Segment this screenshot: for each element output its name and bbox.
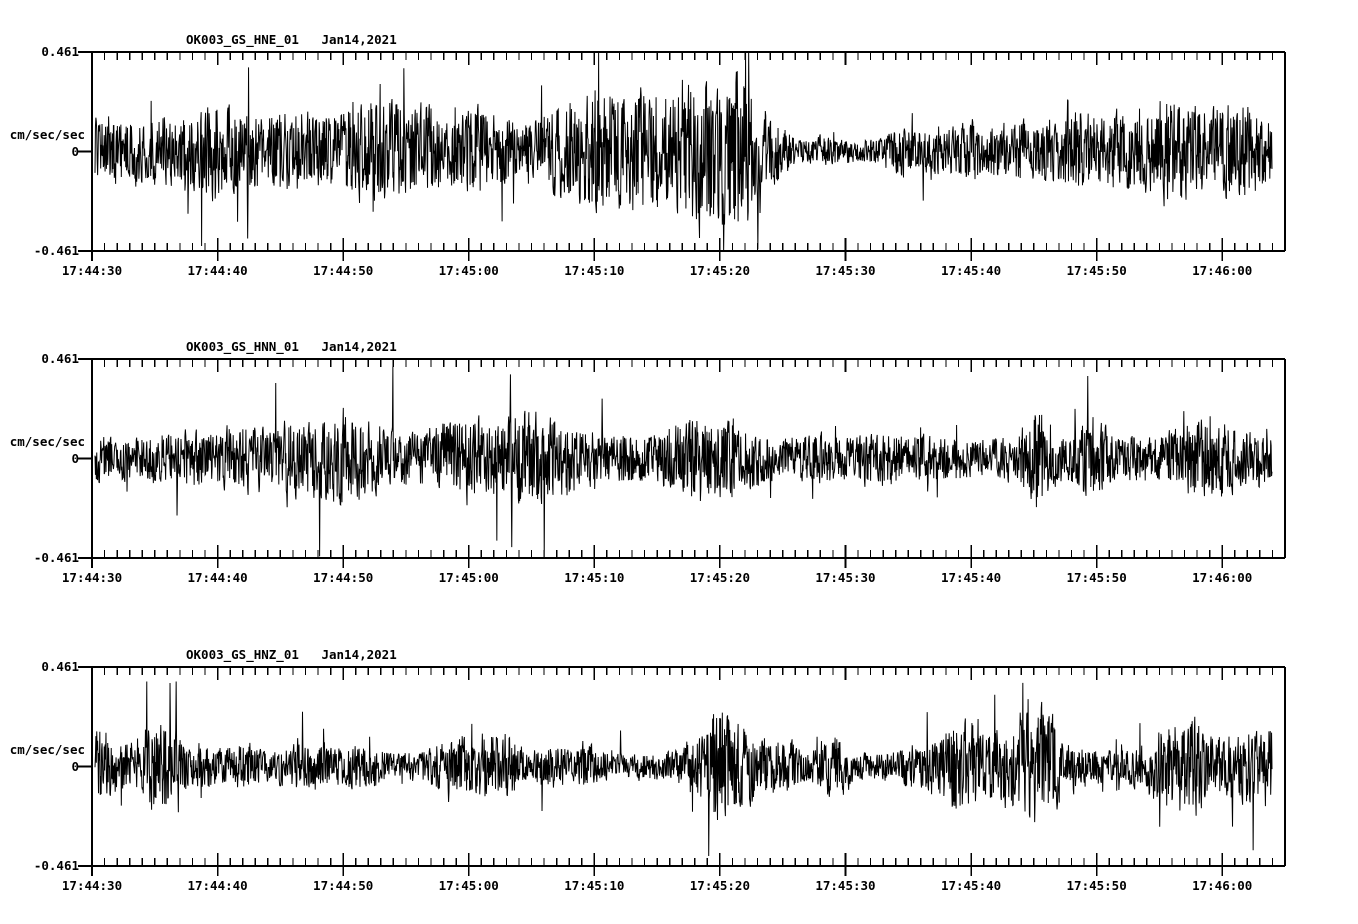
x-axis-tick-label-hnz-4: 17:45:10: [564, 878, 625, 893]
x-axis-tick-label-hnz-9: 17:46:00: [1192, 878, 1253, 893]
x-axis-tick-label-hnz-2: 17:44:50: [313, 878, 374, 893]
panel-title-hnn: OK003_GS_HNN_01 Jan14,2021: [186, 339, 397, 354]
x-axis-tick-label-hnz-5: 17:45:20: [689, 878, 750, 893]
x-axis-tick-label-hnn-9: 17:46:00: [1192, 570, 1253, 585]
x-axis-tick-label-hnn-4: 17:45:10: [564, 570, 625, 585]
y-axis-min-label-hnz: -0.461: [33, 858, 79, 873]
x-axis-tick-label-hnn-3: 17:45:00: [438, 570, 499, 585]
x-axis-tick-label-hnn-5: 17:45:20: [689, 570, 750, 585]
x-axis-tick-label-hne-1: 17:44:40: [187, 263, 248, 278]
x-axis-tick-label-hnn-1: 17:44:40: [187, 570, 248, 585]
x-axis-tick-label-hnn-2: 17:44:50: [313, 570, 374, 585]
waveform-trace-hne: [94, 51, 1273, 252]
y-axis-zero-label-hnz: 0: [71, 758, 79, 774]
x-axis-tick-label-hnz-6: 17:45:30: [815, 878, 876, 893]
x-axis-tick-label-hnz-0: 17:44:30: [61, 878, 123, 893]
y-axis-min-label-hne: -0.461: [33, 243, 79, 258]
y-axis-max-label-hnz: 0.461: [41, 659, 79, 674]
x-axis-tick-label-hne-5: 17:45:20: [689, 263, 750, 278]
x-axis-tick-label-hne-0: 17:44:30: [61, 263, 123, 278]
x-axis-tick-label-hnz-3: 17:45:00: [438, 878, 499, 893]
y-axis-zero-label-hne: 0: [71, 143, 79, 159]
x-axis-tick-label-hne-8: 17:45:50: [1066, 263, 1127, 278]
x-axis-tick-label-hne-6: 17:45:30: [815, 263, 876, 278]
y-axis-units-label-hne: cm/sec/sec: [9, 126, 85, 142]
x-axis-tick-label-hnn-8: 17:45:50: [1066, 570, 1127, 585]
panel-title-hnz: OK003_GS_HNZ_01 Jan14,2021: [186, 647, 397, 662]
x-axis-tick-label-hnz-1: 17:44:40: [187, 878, 248, 893]
x-axis-tick-label-hne-2: 17:44:50: [313, 263, 374, 278]
x-axis-tick-label-hne-3: 17:45:00: [438, 263, 499, 278]
x-axis-tick-label-hne-9: 17:46:00: [1192, 263, 1253, 278]
x-axis-tick-label-hnn-0: 17:44:30: [61, 570, 123, 585]
waveform-trace-hnn: [94, 366, 1273, 558]
y-axis-units-label-hnz: cm/sec/sec: [9, 741, 85, 757]
x-axis-tick-label-hnz-7: 17:45:40: [940, 878, 1002, 893]
waveform-trace-hnz: [94, 681, 1273, 856]
x-axis-tick-label-hnn-7: 17:45:40: [940, 570, 1002, 585]
y-axis-units-label-hnn: cm/sec/sec: [9, 433, 85, 449]
y-axis-max-label-hne: 0.461: [41, 44, 79, 59]
x-axis-tick-label-hnn-6: 17:45:30: [815, 570, 876, 585]
x-axis-tick-label-hnz-8: 17:45:50: [1066, 878, 1127, 893]
x-axis-tick-label-hne-4: 17:45:10: [564, 263, 625, 278]
x-axis-tick-label-hne-7: 17:45:40: [940, 263, 1002, 278]
panel-title-hne: OK003_GS_HNE_01 Jan14,2021: [186, 32, 397, 47]
y-axis-max-label-hnn: 0.461: [41, 351, 79, 366]
y-axis-zero-label-hnn: 0: [71, 450, 79, 466]
y-axis-min-label-hnn: -0.461: [33, 550, 79, 565]
